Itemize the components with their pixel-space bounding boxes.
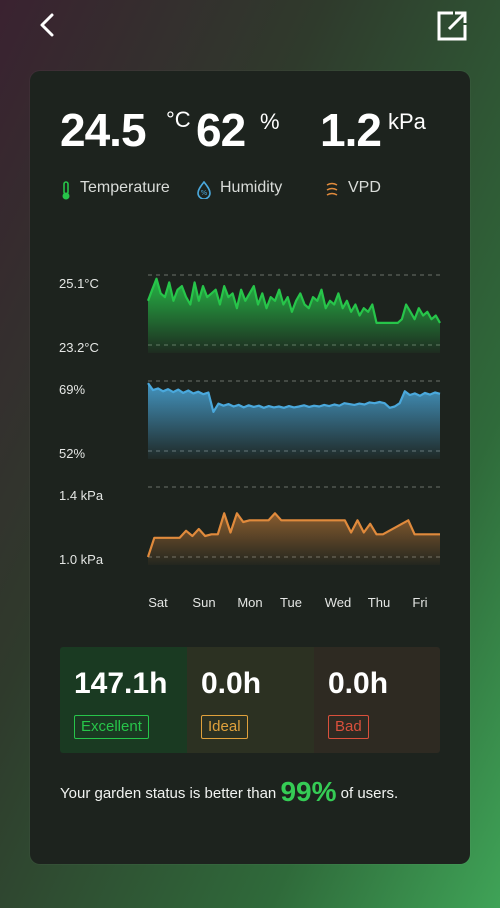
temperature-value: 24.5: [60, 104, 147, 156]
vpd-unit: kPa: [388, 109, 426, 134]
share-button[interactable]: [436, 10, 468, 42]
bad-badge: Bad: [328, 715, 369, 739]
stat-bad: 0.0h Bad: [314, 647, 440, 753]
vpd-waves-icon: [326, 182, 338, 196]
temperature-metric: 24.5 °C: [60, 104, 191, 167]
x-tick-mon: Mon: [237, 595, 263, 610]
back-button[interactable]: [36, 10, 66, 42]
humidity-y-max: 69%: [59, 382, 86, 397]
x-tick-wed: Wed: [324, 595, 352, 610]
bad-hours: 0.0h: [328, 667, 389, 700]
x-tick-tue: Tue: [280, 595, 302, 610]
humidity-value: 62: [196, 104, 246, 156]
ideal-badge: Ideal: [201, 715, 248, 739]
humidity-y-min: 52%: [59, 446, 86, 461]
temperature-y-min: 23.2°C: [59, 340, 99, 355]
legend-temperature: Temperature: [60, 177, 180, 201]
vpd-metric: 1.2 kPa: [320, 104, 426, 167]
top-bar: [0, 0, 500, 56]
excellent-badge: Excellent: [74, 715, 149, 739]
vpd-value: 1.2: [320, 104, 382, 156]
humidity-line: [147, 382, 441, 413]
stat-excellent: 147.1h Excellent: [60, 647, 187, 753]
ideal-hours: 0.0h: [201, 667, 262, 700]
legend-temperature-label: Temperature: [80, 179, 170, 196]
x-tick-sat: Sat: [148, 595, 168, 610]
legend-humidity: % Humidity: [196, 177, 282, 199]
humidity-unit: %: [260, 109, 280, 134]
svg-text:%: %: [201, 189, 208, 197]
x-tick-fri: Fri: [412, 595, 428, 610]
legend: Temperature % Humidity VPD: [30, 177, 470, 237]
temperature-y-max: 25.1°C: [59, 276, 99, 291]
status-hours: 147.1h Excellent 0.0h Ideal 0.0h Bad: [60, 647, 440, 753]
external-link-icon: [437, 11, 467, 41]
stat-ideal: 0.0h Ideal: [187, 647, 314, 753]
legend-vpd: VPD: [324, 177, 381, 199]
vpd-y-max: 1.4 kPa: [59, 488, 104, 503]
chevron-left-icon: [40, 13, 54, 37]
sensor-charts: [146, 274, 441, 565]
humidity-panel: [147, 380, 441, 459]
status-percent: 99%: [280, 776, 337, 807]
garden-status-card: 24.5 °C 62 % 1.2 kPa Temperature % Humid…: [30, 71, 470, 864]
vpd-y-min: 1.0 kPa: [59, 552, 104, 567]
temperature-panel: [146, 274, 441, 353]
thermometer-icon: [62, 181, 70, 200]
x-tick-thu: Thu: [367, 595, 391, 610]
vpd-line: [146, 512, 440, 558]
garden-status-text: Your garden status is better than 99% of…: [60, 776, 430, 807]
humidity-metric: 62 %: [196, 104, 280, 167]
x-tick-sun: Sun: [192, 595, 216, 610]
excellent-hours: 147.1h: [74, 667, 168, 700]
temperature-area: [148, 278, 440, 353]
vpd-panel: [146, 486, 440, 565]
legend-vpd-label: VPD: [348, 179, 381, 196]
status-suffix: of users.: [336, 785, 399, 802]
legend-humidity-label: Humidity: [220, 179, 283, 196]
humidity-area: [148, 383, 440, 459]
water-drop-icon: %: [197, 181, 211, 199]
temperature-unit: °C: [166, 107, 191, 132]
status-prefix: Your garden status is better than: [60, 785, 281, 802]
temperature-line: [146, 277, 441, 324]
